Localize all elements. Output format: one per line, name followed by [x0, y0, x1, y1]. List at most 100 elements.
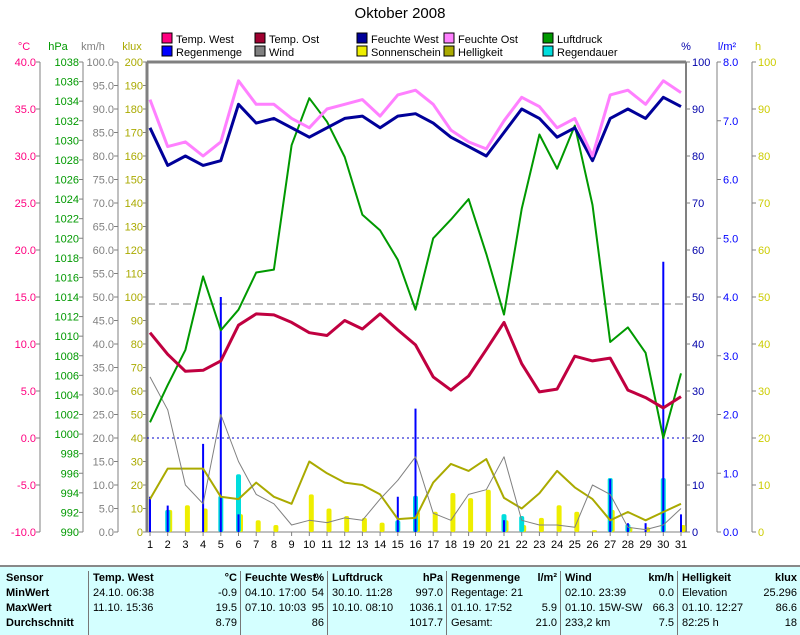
bar-regenmenge [166, 505, 169, 532]
stats-cell-wind-0-value: 0.0 [658, 587, 674, 599]
stats-cell-rain-1-label: 01.10. 17:52 [451, 602, 513, 614]
axis-tick-label-temp: 30.0 [15, 151, 36, 163]
legend-swatch-sonnenschein [356, 45, 368, 57]
stats-cell-light-1-label: 01.10. 12:27 [682, 602, 744, 614]
stats-header-press-label: Luftdruck [332, 572, 383, 584]
axis-tick-label-wind: 10.0 [93, 480, 114, 492]
stats-cell-rain-1-value: 5.9 [541, 602, 557, 614]
bar-regendauer [519, 516, 525, 532]
axis-tick-label-wind: 75.0 [93, 175, 114, 187]
axis-tick-label-hours: 40 [758, 339, 770, 351]
x-tick-label: 18 [445, 539, 457, 551]
stats-cell-light-2-value: 18 [784, 617, 797, 629]
bar-sonnenschein [592, 530, 597, 532]
axis-tick-label-light: 200 [125, 57, 143, 69]
axis-tick-label-light: 70 [131, 363, 143, 375]
axis-tick-label-wind: 90.0 [93, 104, 114, 116]
bar-regenmenge [609, 479, 612, 532]
bar-sonnenschein [326, 508, 332, 532]
axis-tick-label-light: 160 [125, 151, 143, 163]
x-tick-label: 13 [356, 539, 368, 551]
stats-cell-press-0: 30.10. 11:28 997.0 [328, 586, 447, 601]
axis-tick-label-light: 100 [125, 292, 143, 304]
axis-tick-label-rain: 8.0 [723, 57, 738, 69]
stats-col-temp: Temp. West °C 24.10. 06:38 -0.9 11.10. 15:36… [88, 571, 241, 635]
stats-cell-rain-0: Regentage: 21 [447, 586, 561, 601]
bar-regendauer [236, 474, 241, 532]
stats-header-hum-value: % [314, 572, 324, 584]
chart-canvas: °C-10.0-5.00.05.010.015.020.025.030.035.… [11, 32, 776, 551]
axis-tick-label-wind: 40.0 [93, 339, 114, 351]
stats-cell-light-2-label: 82:25 h [682, 617, 719, 629]
axis-tick-label-pressure: 998 [61, 449, 79, 461]
stats-cell-press-0-label: 30.10. 11:28 [332, 587, 393, 599]
axis-tick-label-pressure: 1034 [55, 96, 79, 108]
bar-sonnenschein [255, 520, 261, 532]
axis-tick-label-pressure: 1012 [55, 312, 79, 324]
axis-tick-label-pressure: 1036 [55, 77, 79, 89]
axis-tick-label-light: 170 [125, 128, 143, 140]
x-tick-label: 28 [622, 539, 634, 551]
bar-sonnenschein [184, 505, 190, 532]
axis-tick-label-light: 10 [131, 504, 143, 516]
axis-tick-label-temp: -10.0 [11, 527, 36, 539]
axis-tick-label-wind: 0.0 [99, 527, 114, 539]
axis-tick-label-light: 150 [125, 175, 143, 187]
stats-cell-temp-0-value: -0.9 [218, 587, 237, 599]
axis-tick-label-humidity: 20 [692, 433, 704, 445]
axis-unit-rain: l/m² [718, 41, 737, 53]
legend-swatch-regenmenge [161, 45, 173, 57]
stats-cell-hum-0: 04.10. 17:00 54 [241, 586, 328, 601]
axis-tick-label-hours: 100 [758, 57, 776, 69]
stats-cell-temp-1-value: 19.5 [215, 602, 237, 614]
x-tick-label: 27 [604, 539, 616, 551]
axis-tick-label-temp: 25.0 [15, 198, 36, 210]
axis-tick-label-rain: 2.0 [723, 410, 738, 422]
stats-header-hum-label: Feuchte West [245, 572, 317, 584]
axis-tick-label-light: 190 [125, 81, 143, 93]
bar-sonnenschein [308, 494, 314, 532]
x-tick-label: 4 [200, 539, 206, 551]
stats-cell-hum-0-value: 54 [311, 587, 324, 599]
x-tick-label: 23 [533, 539, 545, 551]
axis-tick-label-hours: 0 [758, 527, 764, 539]
stats-header-wind-label: Wind [565, 572, 592, 584]
legend-label-sonnenschein: Sonnenschein [371, 47, 441, 59]
stats-cell-wind-1: 01.10. 15W-SW 66.3 [561, 601, 678, 616]
axis-tick-label-rain: 0.0 [723, 527, 738, 539]
axis-tick-label-humidity: 80 [692, 151, 704, 163]
stats-cell-press-2-value: 1017.7 [409, 617, 443, 629]
bar-regenmenge [662, 261, 665, 532]
stats-cell-light-0-label: Elevation [682, 587, 728, 599]
axis-tick-label-temp: 20.0 [15, 245, 36, 257]
axis-tick-label-pressure: 1018 [55, 253, 79, 265]
axis-tick-label-pressure: 1008 [55, 351, 79, 363]
stats-col-rain: Regenmenge l/m² Regentage: 21 01.10. 17:52 5… [446, 571, 561, 635]
axis-tick-label-temp: 15.0 [15, 292, 36, 304]
axis-tick-label-pressure: 1002 [55, 410, 79, 422]
x-tick-label: 20 [480, 539, 492, 551]
axis-tick-label-pressure: 1014 [55, 292, 79, 304]
stats-cell-light-1-value: 86.6 [775, 602, 797, 614]
axis-tick-label-temp: 40.0 [15, 57, 36, 69]
axis-tick-label-humidity: 90 [692, 104, 704, 116]
stats-cell-hum-0-label: 04.10. 17:00 [245, 587, 307, 599]
stats-cell-wind-2-value: 7.5 [658, 617, 674, 629]
stats-header-press: Luftdruck hPa [328, 571, 447, 586]
axis-tick-label-light: 0 [137, 527, 143, 539]
axis-tick-label-rain: 7.0 [723, 116, 738, 128]
axis-tick-label-light: 130 [125, 222, 143, 234]
axis-unit-temp: °C [18, 41, 30, 53]
stats-cell-light-0: Elevation 25.296 [678, 586, 800, 601]
axis-tick-label-pressure: 1000 [55, 429, 79, 441]
axis-tick-label-hours: 50 [758, 292, 770, 304]
stats-col-light: Helligkeit klux Elevation 25.296 01.10. 12:2… [677, 571, 800, 635]
axis-tick-label-light: 30 [131, 457, 143, 469]
stats-cell-wind-0: 02.10. 23:39 0.0 [561, 586, 678, 601]
stats-header-temp-value: °C [224, 572, 237, 584]
legend-swatch-temp-ost [254, 32, 266, 44]
axis-tick-label-humidity: 100 [692, 57, 710, 69]
axis-tick-label-wind: 25.0 [93, 410, 114, 422]
axis-tick-label-wind: 30.0 [93, 386, 114, 398]
